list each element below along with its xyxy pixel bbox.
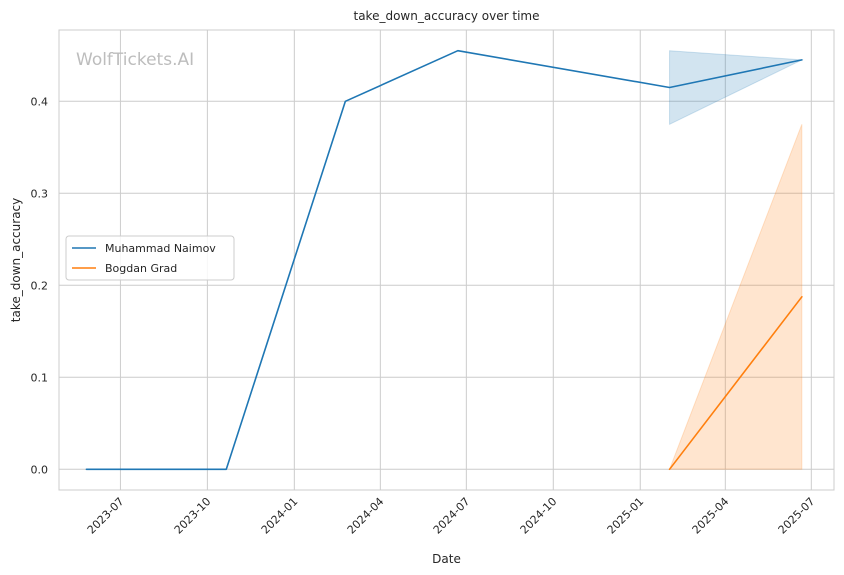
series-lines	[85, 49, 803, 471]
y-tick-label: 0.2	[31, 279, 49, 292]
watermark: WolfTickets.AI	[76, 50, 194, 70]
y-tick-label: 0.0	[31, 463, 49, 476]
y-tick-label: 0.4	[31, 95, 49, 108]
legend-frame	[65, 235, 235, 281]
grid	[59, 30, 834, 490]
legend-label-bogdan-grad: Bogdan Grad	[105, 262, 177, 275]
y-tick-label: 0.3	[31, 187, 49, 200]
y-axis-title: take_down_accuracy	[9, 198, 23, 322]
y-tick-label: 0.1	[31, 371, 49, 384]
x-axis-title: Date	[432, 552, 461, 566]
series-line-bogdan-grad	[668, 295, 803, 471]
confidence-bands	[668, 50, 804, 470]
y-tick-labels: 0.0 0.1 0.2 0.3 0.4	[31, 95, 49, 476]
plot-border	[58, 29, 835, 491]
legend-label-muhammad-naimov: Muhammad Naimov	[105, 242, 216, 255]
legend: Muhammad Naimov Bogdan Grad	[65, 235, 235, 281]
chart-title: take_down_accuracy over time	[354, 9, 540, 23]
series-line-muhammad-naimov	[85, 49, 803, 471]
